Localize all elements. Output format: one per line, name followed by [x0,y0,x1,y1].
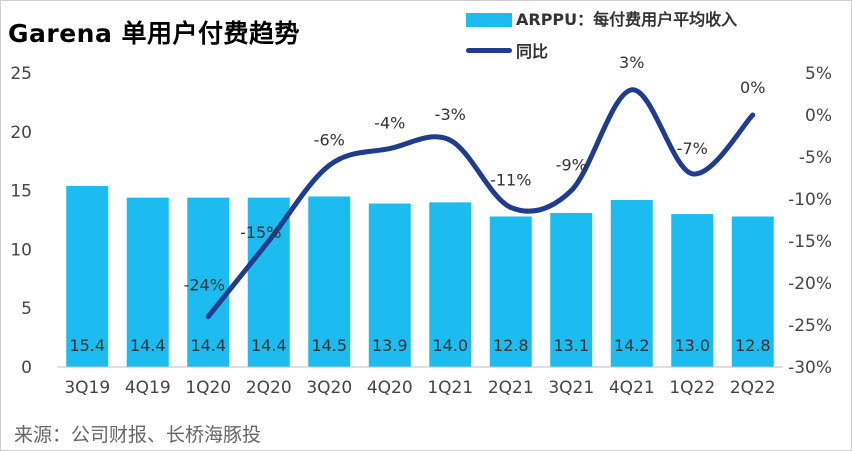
bar-label-1Q20: 14.4 [190,336,226,355]
bar-label-1Q22: 13.0 [674,336,710,355]
bar-label-4Q19: 14.4 [130,336,166,355]
line-label-3Q21: -9% [556,156,587,175]
x-tick-1Q21: 1Q21 [427,378,473,398]
legend-bar-label: ARPPU：每付费用户平均收入 [516,10,738,29]
bar-3Q20 [308,196,351,367]
legend-line-label: 同比 [516,42,549,61]
line-label-1Q22: -7% [677,139,708,158]
bar-label-4Q21: 14.2 [614,336,650,355]
y-right-tick--10%: -10% [788,190,832,210]
line-label-3Q20: -6% [314,130,345,149]
y-left-tick-0: 0 [21,358,32,378]
line-label-4Q21: 3% [619,53,644,72]
bar-3Q19 [66,185,109,367]
bar-1Q20 [187,197,230,367]
bar-3Q21 [550,212,593,367]
line-label-2Q20: -15% [240,223,281,242]
bar-4Q20 [368,203,411,367]
x-tick-3Q20: 3Q20 [306,378,352,398]
bar-2Q22 [731,216,774,367]
bar-label-2Q20: 14.4 [251,336,287,355]
x-tick-3Q19: 3Q19 [64,378,110,398]
y-left-tick-5: 5 [21,299,32,319]
legend-line-swatch [466,48,512,53]
bar-label-2Q21: 12.8 [493,336,529,355]
bar-4Q21 [610,200,653,367]
bar-1Q22 [671,214,714,367]
line-label-1Q21: -3% [435,105,466,124]
y-right-tick-5%: 5% [805,64,832,84]
x-tick-2Q20: 2Q20 [246,378,292,398]
legend-item-line: 同比 [466,38,548,62]
bar-2Q21 [489,216,532,367]
bar-1Q21 [429,202,472,367]
yoy-line [205,87,756,320]
x-tick-1Q22: 1Q22 [669,378,715,398]
y-right-tick--15%: -15% [788,232,832,252]
chart-title: Garena 单用户付费趋势 [8,19,301,48]
bar-label-4Q20: 13.9 [372,336,408,355]
y-left-tick-25: 25 [10,64,32,84]
y-right-tick--5%: -5% [799,148,832,168]
source-note: 来源：公司财报、长桥海豚投 [14,424,262,446]
x-tick-4Q20: 4Q20 [367,378,413,398]
legend-bar-swatch [466,13,512,27]
legend-item-bar: ARPPU：每付费用户平均收入 [466,6,737,30]
bar-label-1Q21: 14.0 [432,336,468,355]
y-right-tick--20%: -20% [788,274,832,294]
line-label-2Q22: 0% [740,78,765,97]
line-label-4Q20: -4% [374,114,405,133]
x-tick-4Q19: 4Q19 [125,378,171,398]
bar-label-3Q21: 13.1 [553,336,589,355]
x-tick-4Q21: 4Q21 [609,378,655,398]
x-tick-1Q20: 1Q20 [185,378,231,398]
bar-label-2Q22: 12.8 [735,336,771,355]
bar-label-3Q19: 15.4 [69,336,105,355]
bar-4Q19 [126,197,169,367]
x-tick-2Q22: 2Q22 [730,378,776,398]
x-tick-3Q21: 3Q21 [548,378,594,398]
line-label-1Q20: -24% [184,276,225,295]
y-left-tick-15: 15 [10,182,32,202]
y-left-tick-10: 10 [10,240,32,260]
bar-label-3Q20: 14.5 [311,336,347,355]
y-right-tick--30%: -30% [788,358,832,378]
line-label-2Q21: -11% [490,170,531,189]
y-right-tick-0%: 0% [805,106,832,126]
y-left-tick-20: 20 [10,123,32,143]
x-tick-2Q21: 2Q21 [488,378,534,398]
y-right-tick--25%: -25% [788,316,832,336]
